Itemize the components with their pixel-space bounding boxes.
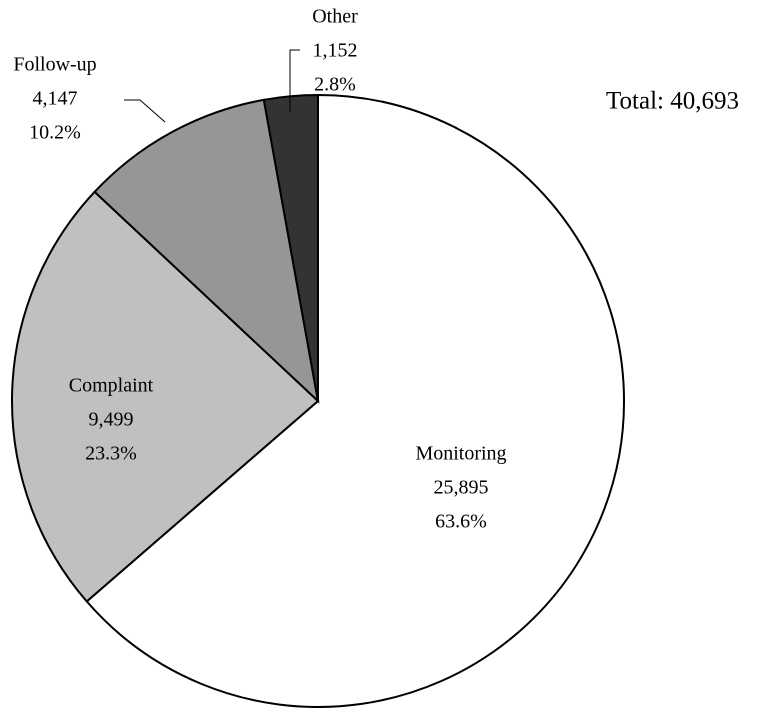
- slice-value-label: 9,499: [89, 409, 134, 431]
- slice-percent-label: 2.8%: [314, 74, 356, 96]
- slice-value-label: 25,895: [434, 477, 489, 499]
- slice-percent-label: 63.6%: [435, 511, 487, 533]
- pie-slice: [262, 93, 319, 402]
- slice-label: Complaint: [69, 375, 154, 397]
- pie-slice: [11, 190, 320, 603]
- pie-slice: [85, 93, 625, 708]
- slice-percent-label: 10.2%: [29, 122, 81, 144]
- slice-percent-label: 23.3%: [85, 443, 137, 465]
- pie-slice: [93, 98, 320, 404]
- leader-line: [124, 99, 166, 123]
- total-annotation: Total: 40,693: [606, 88, 739, 115]
- leader-line: [289, 49, 300, 112]
- slice-value-label: 4,147: [33, 88, 78, 110]
- slice-label: Follow-up: [13, 54, 96, 76]
- slice-label: Monitoring: [415, 443, 506, 465]
- slice-label: Other: [312, 6, 358, 28]
- slice-value-label: 1,152: [313, 40, 358, 62]
